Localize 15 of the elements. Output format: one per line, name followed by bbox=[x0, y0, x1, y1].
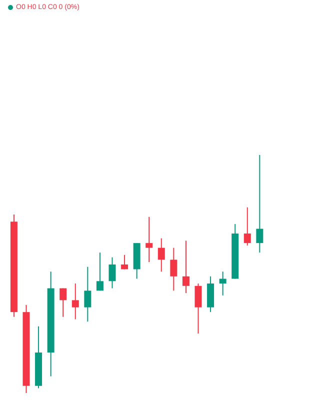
candlestick bbox=[207, 276, 214, 313]
candlestick bbox=[170, 247, 178, 292]
candlestick bbox=[108, 256, 116, 289]
candlestick bbox=[219, 271, 226, 296]
candlestick bbox=[194, 283, 202, 334]
candlestick bbox=[121, 254, 128, 270]
candlestick bbox=[60, 288, 67, 318]
candlestick bbox=[72, 283, 79, 320]
candlestick bbox=[256, 155, 264, 254]
candlestick bbox=[96, 252, 104, 292]
candlestick bbox=[158, 238, 165, 272]
candlestick bbox=[84, 266, 92, 322]
candlestick bbox=[146, 216, 153, 263]
candlestick bbox=[244, 206, 251, 246]
candlestick bbox=[182, 240, 190, 294]
